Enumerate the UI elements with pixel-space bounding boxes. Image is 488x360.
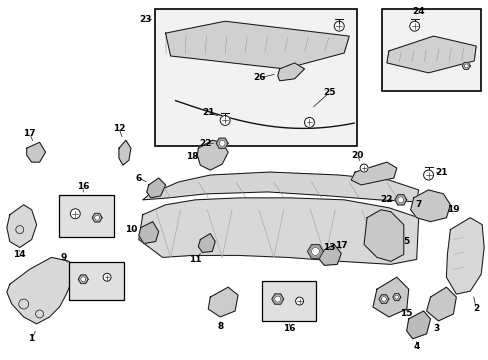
Circle shape <box>334 21 344 31</box>
Circle shape <box>220 116 230 125</box>
Text: 13: 13 <box>323 243 335 252</box>
Text: 8: 8 <box>217 322 223 331</box>
Polygon shape <box>372 277 408 317</box>
Circle shape <box>397 197 403 203</box>
Circle shape <box>70 209 80 219</box>
Polygon shape <box>146 178 165 198</box>
Bar <box>60 195 114 237</box>
Text: 17: 17 <box>334 241 347 250</box>
Circle shape <box>274 296 280 302</box>
Polygon shape <box>410 190 449 222</box>
Polygon shape <box>165 21 348 69</box>
Circle shape <box>381 297 386 302</box>
Text: 25: 25 <box>323 88 335 97</box>
Text: 20: 20 <box>350 151 363 160</box>
Polygon shape <box>216 138 228 148</box>
Text: 23: 23 <box>139 15 152 24</box>
Text: 2: 2 <box>472 305 478 314</box>
Text: 16: 16 <box>77 183 89 192</box>
Polygon shape <box>7 205 37 247</box>
Polygon shape <box>7 257 73 324</box>
Bar <box>381 9 480 91</box>
Bar <box>154 9 356 146</box>
Polygon shape <box>277 63 304 81</box>
Polygon shape <box>27 142 45 162</box>
Text: 15: 15 <box>400 310 412 319</box>
Circle shape <box>311 247 319 255</box>
Text: 5: 5 <box>403 237 409 246</box>
Text: 19: 19 <box>446 205 459 214</box>
Polygon shape <box>139 222 158 243</box>
Circle shape <box>81 277 85 282</box>
Text: 26: 26 <box>253 73 265 82</box>
Circle shape <box>95 215 100 220</box>
Polygon shape <box>271 294 283 304</box>
Text: 22: 22 <box>380 195 392 204</box>
Text: 21: 21 <box>202 108 214 117</box>
Circle shape <box>423 170 433 180</box>
Polygon shape <box>446 218 483 294</box>
Polygon shape <box>119 140 131 165</box>
Circle shape <box>304 117 314 127</box>
Polygon shape <box>392 294 400 301</box>
Text: 24: 24 <box>411 7 424 16</box>
Text: 21: 21 <box>434 167 447 176</box>
Polygon shape <box>319 244 341 265</box>
Text: 17: 17 <box>23 129 36 138</box>
Circle shape <box>219 140 224 146</box>
Circle shape <box>409 21 419 31</box>
Polygon shape <box>406 311 429 339</box>
Polygon shape <box>350 162 396 185</box>
Text: 10: 10 <box>124 225 137 234</box>
Text: 18: 18 <box>186 152 198 161</box>
Polygon shape <box>378 295 388 303</box>
Bar <box>262 281 316 321</box>
Polygon shape <box>142 172 418 202</box>
Polygon shape <box>307 244 323 258</box>
Circle shape <box>359 164 367 172</box>
Polygon shape <box>461 62 469 69</box>
Circle shape <box>295 297 303 305</box>
Text: 14: 14 <box>13 250 26 259</box>
Polygon shape <box>364 210 403 261</box>
Polygon shape <box>208 287 238 317</box>
Polygon shape <box>92 213 102 222</box>
Polygon shape <box>78 275 88 284</box>
Bar <box>69 262 123 300</box>
Text: 1: 1 <box>28 334 35 343</box>
Text: 7: 7 <box>415 200 421 209</box>
Text: 22: 22 <box>199 139 211 148</box>
Polygon shape <box>139 198 418 264</box>
Polygon shape <box>394 195 406 205</box>
Text: 9: 9 <box>60 253 66 262</box>
Polygon shape <box>198 234 215 252</box>
Circle shape <box>394 295 398 299</box>
Circle shape <box>463 64 468 68</box>
Text: 3: 3 <box>432 324 439 333</box>
Circle shape <box>103 273 111 281</box>
Text: 4: 4 <box>413 342 419 351</box>
Text: 16: 16 <box>283 324 295 333</box>
Polygon shape <box>197 140 228 170</box>
Text: 11: 11 <box>189 255 201 264</box>
Text: 12: 12 <box>113 124 125 133</box>
Polygon shape <box>426 287 455 321</box>
Polygon shape <box>386 36 475 73</box>
Text: 6: 6 <box>135 174 142 183</box>
